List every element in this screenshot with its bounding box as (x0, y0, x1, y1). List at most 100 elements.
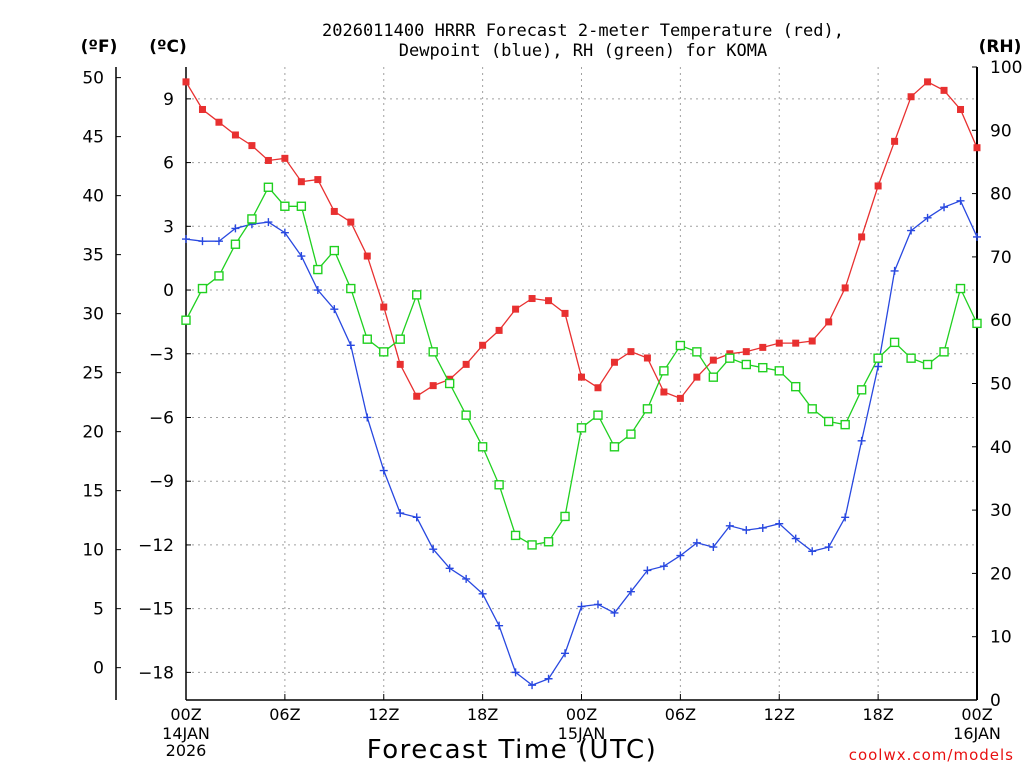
rh-point (197, 283, 208, 294)
dewpoint-point (528, 681, 537, 690)
x-tick-label: 00Z (170, 705, 201, 724)
rh-point (444, 378, 455, 389)
dewpoint-point (824, 543, 833, 552)
dewpoint-point (742, 526, 751, 535)
rh-point (873, 353, 883, 363)
temperature-point (297, 178, 305, 186)
credit-link[interactable]: coolwx.com/models (849, 746, 1014, 764)
fahrenheit-tick-label: 25 (82, 364, 104, 384)
fahrenheit-tick-label: 0 (93, 659, 104, 679)
dewpoint-point (841, 513, 850, 522)
dewpoint-point (429, 545, 438, 554)
x-tick-label: 00Z (566, 705, 597, 724)
rh-point (642, 404, 653, 414)
rh-point (955, 283, 966, 294)
temperature-point (248, 142, 256, 150)
dewpoint-point (857, 436, 866, 445)
celsius-tick-label: −6 (149, 408, 174, 428)
x-tick-label: 12Z (368, 705, 399, 724)
fahrenheit-tick-label: 50 (82, 69, 104, 89)
temperature-point (676, 394, 684, 402)
dewpoint-point (676, 551, 685, 560)
temperature-point (709, 356, 717, 364)
temperature-point (479, 341, 487, 349)
temperature-point (858, 233, 866, 241)
dewpoint-point (709, 543, 718, 552)
x-tick-date-label: 15JAN (558, 724, 606, 743)
temperature-point (874, 182, 882, 190)
rh-point (906, 353, 916, 363)
rh-point (280, 201, 290, 211)
rh-point (560, 511, 570, 522)
rh-point (428, 347, 438, 357)
fahrenheit-tick-label: 45 (82, 128, 104, 148)
rh-tick-label: 50 (990, 375, 1012, 395)
dewpoint-point (577, 602, 586, 611)
temperature-point (660, 388, 668, 396)
temperature-point (545, 297, 553, 305)
rh-point (856, 385, 867, 395)
celsius-tick-label: −3 (149, 345, 174, 365)
rh-point (939, 347, 949, 357)
rh-point (247, 214, 257, 224)
rh-point (791, 381, 801, 392)
temperature-point (198, 105, 206, 113)
celsius-tick-label: 9 (163, 90, 174, 110)
dewpoint-point (725, 521, 734, 530)
temperature-point (578, 373, 585, 381)
rh-tick-label: 80 (990, 185, 1012, 205)
dewpoint-point (495, 621, 504, 630)
temperature-point (841, 284, 849, 292)
data-series (181, 78, 982, 690)
dewpoint-point (692, 538, 701, 547)
x-tick-label: 06Z (269, 705, 300, 724)
rh-point (725, 353, 735, 363)
rh-point (593, 410, 603, 420)
temperature-point (528, 295, 536, 303)
rh-tick-label: 10 (990, 628, 1012, 648)
dewpoint-point (874, 362, 883, 371)
temperature-point (561, 309, 569, 317)
rh-tick-label: 40 (990, 438, 1012, 458)
temperature-point (825, 318, 833, 326)
x-tick-label: 12Z (764, 705, 795, 724)
temperature-point (182, 78, 190, 86)
rh-point (329, 245, 340, 256)
dewpoint-point (198, 237, 207, 246)
rh-point (494, 480, 504, 490)
dewpoint-point (610, 608, 619, 617)
dewpoint-series (182, 196, 981, 690)
fahrenheit-tick-label: 15 (82, 482, 104, 502)
rh-point (543, 537, 554, 547)
temperature-point (264, 156, 272, 164)
chart-title-line1: 2026011400 HRRR Forecast 2-meter Tempera… (322, 21, 844, 41)
x-tick-date-label: 14JAN (162, 724, 210, 743)
rh-point (741, 359, 751, 370)
rh-point (477, 442, 488, 452)
rh-point (296, 201, 307, 211)
x-tick-year-label: 2026 (166, 741, 207, 760)
rh-point (807, 404, 817, 414)
rh-tick-label: 30 (990, 501, 1012, 521)
fahrenheit-tick-label: 30 (82, 305, 104, 325)
rh-line (185, 186, 978, 546)
celsius-tick-label: 0 (163, 281, 174, 301)
rh-point (214, 271, 224, 281)
temperature-point (742, 348, 750, 356)
temperature-point (380, 303, 388, 311)
dewpoint-point (643, 566, 652, 575)
temperature-point (462, 360, 470, 368)
dewpoint-point (313, 286, 322, 295)
temperature-point (940, 86, 948, 94)
rh-tick-label: 0 (990, 691, 1001, 711)
dewpoint-point (297, 252, 306, 261)
celsius-tick-label: −15 (138, 600, 174, 620)
rh-point (708, 372, 719, 382)
dewpoint-point (907, 226, 916, 235)
dewpoint-point (956, 196, 965, 205)
dewpoint-point (973, 232, 981, 241)
dewpoint-point (791, 534, 800, 543)
temperature-point (330, 207, 338, 215)
rh-point (823, 416, 834, 427)
dewpoint-point (396, 509, 405, 518)
